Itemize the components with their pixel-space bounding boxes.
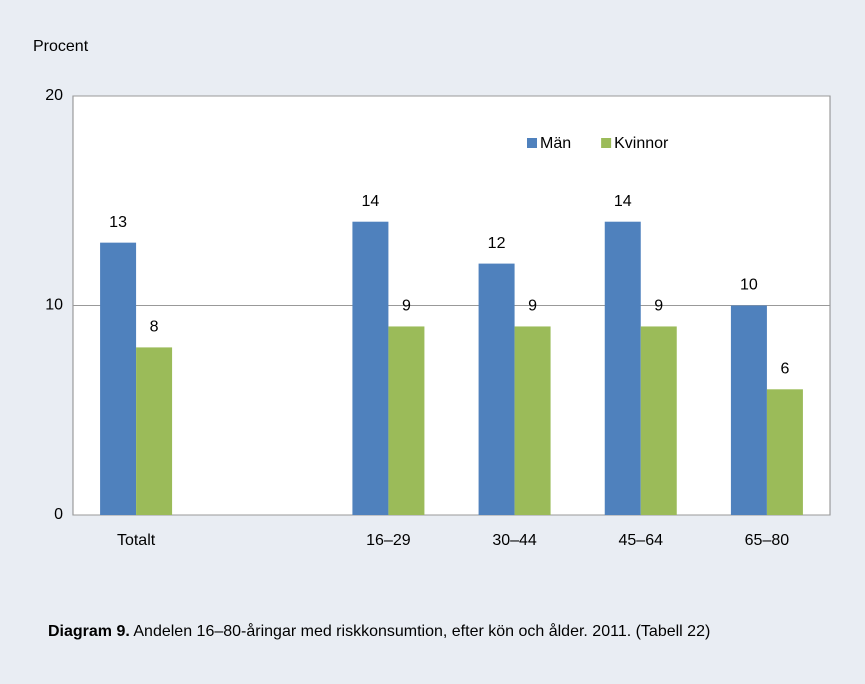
data-label: 14 bbox=[614, 193, 632, 210]
data-label: 10 bbox=[740, 277, 758, 294]
bar bbox=[514, 326, 551, 515]
bar bbox=[388, 326, 425, 515]
data-label: 6 bbox=[780, 361, 789, 378]
data-label: 12 bbox=[488, 235, 506, 252]
y-tick-label: 0 bbox=[54, 506, 63, 523]
x-tick-label: 16–29 bbox=[366, 532, 411, 549]
legend-swatch bbox=[601, 138, 612, 148]
legend-swatch bbox=[527, 138, 537, 148]
y-axis-label: Procent bbox=[33, 38, 89, 55]
y-tick-label: 10 bbox=[45, 297, 63, 314]
data-label: 9 bbox=[402, 298, 411, 315]
bar bbox=[352, 221, 389, 515]
y-tick-label: 20 bbox=[45, 87, 63, 104]
caption: Diagram 9. Andelen 16–80-åringar med ris… bbox=[48, 622, 848, 642]
data-label: 8 bbox=[150, 319, 159, 336]
x-tick-label: Totalt bbox=[117, 532, 156, 549]
data-label: 13 bbox=[109, 214, 127, 231]
bar bbox=[640, 326, 677, 515]
x-tick-label: 45–64 bbox=[619, 532, 664, 549]
x-tick-label: 30–44 bbox=[492, 532, 537, 549]
legend-label: Kvinnor bbox=[614, 135, 669, 152]
x-tick-label: 65–80 bbox=[745, 532, 790, 549]
bar bbox=[136, 347, 173, 515]
caption-label: Diagram 9. bbox=[48, 623, 130, 640]
bar bbox=[478, 263, 515, 515]
caption-text: Andelen 16–80-åringar med riskkonsumtion… bbox=[133, 623, 711, 640]
bar bbox=[100, 242, 137, 515]
bar bbox=[730, 305, 767, 515]
legend-label: Män bbox=[540, 135, 571, 152]
data-label: 9 bbox=[528, 298, 537, 315]
data-label: 14 bbox=[362, 193, 380, 210]
bar bbox=[766, 389, 803, 515]
bar bbox=[604, 221, 641, 515]
data-label: 9 bbox=[654, 298, 663, 315]
